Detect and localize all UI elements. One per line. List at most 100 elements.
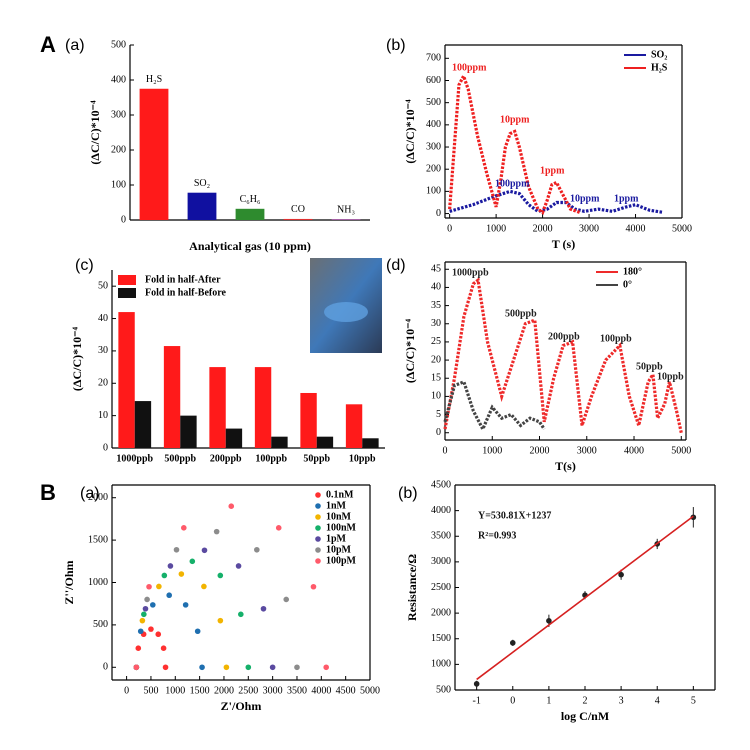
point [223, 664, 230, 671]
y-tick-label: 10 [98, 410, 108, 421]
series-line [443, 277, 683, 434]
x-tick-label: 2 [583, 695, 588, 706]
legend-label: 0° [623, 279, 632, 290]
bar-label: H₂S [146, 74, 162, 85]
x-tick-label: 3 [619, 695, 624, 706]
x-tick-label: 4 [655, 695, 660, 706]
point [162, 664, 169, 671]
point [294, 664, 300, 671]
point [546, 618, 552, 624]
legend-swatch [315, 536, 321, 542]
annotation: 500ppb [505, 308, 537, 319]
legend-label: 0.1nM [326, 489, 354, 500]
point [283, 596, 290, 603]
x-tick-label: 1000 [486, 223, 506, 234]
point [310, 583, 317, 590]
point [166, 592, 172, 599]
y-tick-label: 35 [431, 300, 441, 311]
x-tick-label: 100ppb [255, 453, 287, 464]
x-tick-label: 5 [691, 695, 696, 706]
annotation: 1000ppb [452, 267, 489, 278]
x-tick-label: 200ppb [210, 453, 242, 464]
x-tick-label: 2000 [214, 685, 234, 696]
section-label: B [40, 480, 56, 505]
bar [134, 401, 152, 448]
point [135, 645, 142, 652]
x-tick-label: 4000 [624, 445, 644, 456]
point [173, 546, 180, 553]
legend-label: 1nM [326, 500, 347, 511]
point [473, 681, 480, 687]
x-axis-label: T(s) [555, 459, 576, 473]
bar [283, 218, 313, 220]
legend-swatch [315, 514, 321, 520]
bar [187, 192, 217, 220]
point [235, 563, 242, 569]
annotation: 100ppm [495, 178, 530, 189]
y-axis-label: (ΔC/C)*10⁻⁴ [88, 100, 102, 165]
y-tick-label: 2500 [431, 582, 451, 593]
point [181, 525, 187, 531]
bar [331, 219, 361, 220]
annotation: R²=0.993 [478, 530, 516, 541]
x-axis-label: Analytical gas (10 ppm) [189, 239, 311, 253]
y-tick-label: 1500 [431, 633, 451, 644]
x-tick-label: 3000 [263, 685, 283, 696]
bar [235, 208, 265, 220]
bar [316, 436, 334, 448]
y-tick-label: 100 [111, 179, 126, 190]
x-tick-label: -1 [472, 695, 480, 706]
x-tick-label: 1000ppb [116, 453, 153, 464]
x-tick-label: 0 [124, 685, 129, 696]
y-tick-label: 700 [426, 53, 441, 64]
point [509, 640, 516, 646]
bar [163, 346, 181, 448]
legend-label: 100pM [326, 555, 357, 566]
y-tick-label: 25 [431, 336, 441, 347]
point [618, 571, 624, 578]
x-tick-label: 5000 [672, 223, 692, 234]
point [690, 514, 697, 521]
legend-label: 100nM [326, 522, 357, 533]
annotation: Y=530.81X+1237 [478, 510, 551, 521]
x-tick-label: 1000 [165, 685, 185, 696]
y-axis-label: Z''/Ohm [62, 560, 76, 604]
legend-swatch [315, 558, 321, 564]
point [201, 583, 207, 590]
point [141, 611, 147, 618]
x-tick-label: 10ppb [349, 453, 376, 464]
legend-swatch [315, 503, 321, 509]
bar [209, 367, 226, 448]
legend-label: 10pM [326, 544, 352, 555]
annotation: 1ppm [540, 165, 565, 176]
point [156, 583, 162, 590]
point [323, 664, 329, 671]
x-tick-label: 1500 [190, 685, 210, 696]
x-axis-label: T (s) [552, 237, 575, 251]
legend-label: H₂S [651, 62, 668, 73]
y-axis-label: (ΔC/C)*10⁻⁴ [403, 99, 417, 164]
point [245, 664, 252, 671]
photo-glove [324, 302, 368, 322]
y-tick-label: 200 [426, 164, 441, 175]
y-tick-label: 45 [431, 264, 441, 275]
annotation: 10ppb [657, 371, 684, 382]
y-tick-label: 400 [111, 74, 126, 85]
legend-swatch [315, 492, 321, 498]
y-tick-label: 1500 [88, 534, 108, 545]
point [213, 528, 220, 535]
legend-label: Fold in half-After [145, 274, 221, 285]
y-tick-label: 2000 [88, 492, 108, 503]
y-tick-label: 20 [431, 354, 441, 365]
y-tick-label: 1000 [431, 659, 451, 670]
x-tick-label: 3000 [579, 223, 599, 234]
annotation: 10ppm [500, 114, 530, 125]
x-axis-label: Z'/Ohm [221, 699, 262, 713]
point [160, 645, 167, 652]
series-line [449, 189, 664, 215]
point [137, 628, 144, 635]
y-tick-label: 3000 [431, 556, 451, 567]
series-line [443, 379, 546, 433]
point [146, 583, 152, 590]
annotation: 10ppm [570, 193, 600, 204]
